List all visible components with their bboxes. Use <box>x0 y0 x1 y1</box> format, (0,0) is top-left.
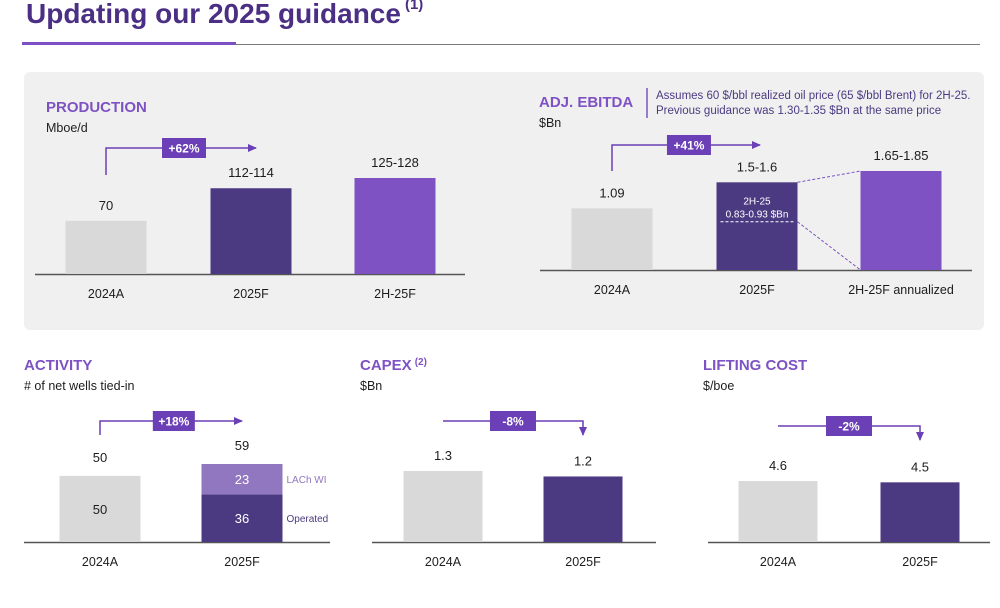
ebitda-value-label-2: 1.65-1.85 <box>874 148 929 163</box>
lifting-unit-label: $/boe <box>703 379 734 393</box>
lifting-value-label-0: 4.6 <box>769 458 787 473</box>
ebitda-change-badge <box>666 135 711 155</box>
production-change-label: +62% <box>168 142 199 156</box>
ebitda-value-label-1: 1.5-1.6 <box>737 159 777 174</box>
lifting-bar-1 <box>880 482 960 542</box>
title-rule <box>236 44 980 45</box>
lifting-title: LIFTING COST <box>703 357 807 374</box>
activity-total-label-0: 50 <box>93 450 107 465</box>
capex-title: CAPEX (2) <box>360 357 427 374</box>
production-bar-1 <box>210 188 292 274</box>
activity-category-label-1: 2025F <box>224 555 260 569</box>
ebitda-title: ADJ. EBITDA <box>539 94 633 111</box>
capex-title-footnote: (2) <box>415 357 427 368</box>
production-unit-label: Mboe/d <box>46 121 88 135</box>
lifting-category-label-1: 2025F <box>902 555 938 569</box>
activity-total-label-1: 59 <box>235 438 249 453</box>
ebitda-category-label-1: 2025F <box>739 283 775 297</box>
lifting-value-label-1: 4.5 <box>911 459 929 474</box>
ebitda-category-label-2: 2H-25F annualized <box>848 283 954 297</box>
lifting-change-label: -2% <box>838 420 860 434</box>
ebitda-projection-line-top <box>797 170 861 183</box>
production-bar-0 <box>65 220 147 274</box>
activity-category-label-0: 2024A <box>82 555 119 569</box>
capex-change-label: -8% <box>502 415 524 429</box>
lifting-change-arrow <box>778 425 924 441</box>
ebitda-change-label: +41% <box>673 139 704 153</box>
production-category-label-0: 2024A <box>88 287 125 301</box>
production-title: PRODUCTION <box>46 99 147 116</box>
activity-unit-label: # of net wells tied-in <box>24 379 135 393</box>
activity-bar-operated-1 <box>201 494 283 542</box>
activity-change-badge <box>152 411 195 431</box>
production-change-badge <box>162 138 206 158</box>
ebitda-unit-label: $Bn <box>539 116 561 130</box>
capex-value-label-0: 1.3 <box>434 448 452 463</box>
activity-inner-label-lach-1: 23 <box>235 472 249 487</box>
ebitda-projection-line-bottom <box>797 221 861 271</box>
capex-category-label-0: 2024A <box>425 555 462 569</box>
production-value-label-0: 70 <box>99 198 113 213</box>
ebitda-category-label-0: 2024A <box>594 283 631 297</box>
activity-legend-lach: LACh WI <box>287 475 327 486</box>
production-category-label-2: 2H-25F <box>374 287 416 301</box>
capex-value-label-1: 1.2 <box>574 453 592 468</box>
capex-change-badge <box>490 411 536 431</box>
capex-bar-0 <box>403 471 483 542</box>
ebitda-assumption-note: Assumes 60 $/bbl realized oil price (65 … <box>646 88 971 118</box>
lifting-category-label-0: 2024A <box>760 555 797 569</box>
activity-change-label: +18% <box>158 415 189 429</box>
title-footnote: (1) <box>404 0 424 13</box>
lifting-change-badge <box>826 416 872 436</box>
ebitda-bar-2 <box>860 171 942 270</box>
activity-inner-label-operated-0: 50 <box>93 502 107 517</box>
capex-category-label-1: 2025F <box>565 555 601 569</box>
production-bar-2 <box>354 178 436 274</box>
page-title: Updating our 2025 guidance (1) <box>26 0 423 30</box>
ebitda-value-label-0: 1.09 <box>599 185 624 200</box>
capex-bar-1 <box>543 476 623 542</box>
production-value-label-2: 125-128 <box>371 155 419 170</box>
capex-change-arrow <box>443 420 587 436</box>
ebitda-segment-label-1: 2H-25 <box>743 196 771 207</box>
page-title-text: Updating our 2025 guidance <box>26 0 401 29</box>
title-accent-rule <box>22 42 236 45</box>
activity-bar-operated-0 <box>59 475 141 542</box>
production-value-label-1: 112-114 <box>228 165 274 180</box>
production-category-label-1: 2025F <box>233 287 269 301</box>
ebitda-bar-1 <box>716 182 798 270</box>
lifting-bar-0 <box>738 481 818 542</box>
activity-inner-label-operated-1: 36 <box>235 511 249 526</box>
note-line-1: Assumes 60 $/bbl realized oil price (65 … <box>656 90 971 102</box>
top-panel <box>24 72 984 330</box>
ebitda-bar-0 <box>571 208 653 270</box>
activity-title: ACTIVITY <box>24 357 92 374</box>
ebitda-segment-label-2: 0.83-0.93 $Bn <box>726 209 789 220</box>
activity-bar-lach-1 <box>201 464 283 495</box>
note-line-2: Previous guidance was 1.30-1.35 $Bn at t… <box>656 105 941 117</box>
capex-unit-label: $Bn <box>360 379 382 393</box>
activity-legend-operated: Operated <box>287 514 329 525</box>
